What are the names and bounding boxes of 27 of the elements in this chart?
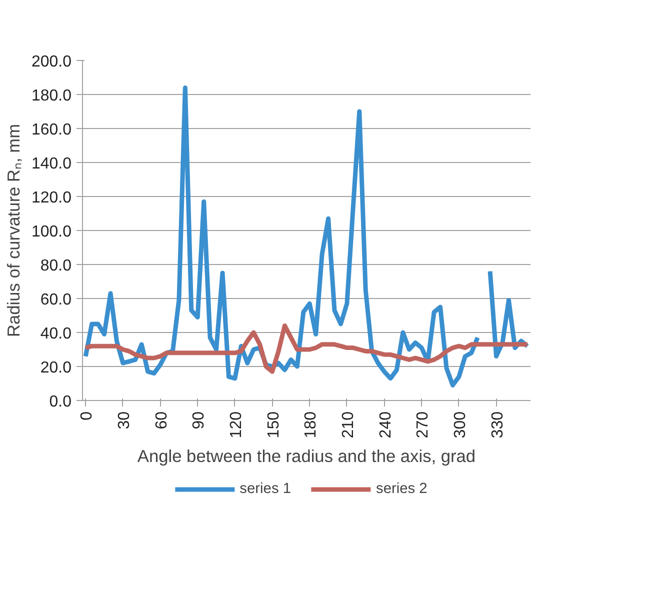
y-tick-label: 20.0 [40,360,72,376]
x-tick-label: 120 [228,411,245,438]
x-tick-label: 300 [452,411,469,438]
y-tick-label: 100.0 [31,224,72,240]
y-tick-label: 160.0 [31,122,72,138]
y-tick-label: 140.0 [31,156,72,172]
x-tick-label: 330 [489,411,506,438]
y-tick-label: 120.0 [31,190,72,206]
x-axis-title: Angle between the radius and the axis, grad [137,446,476,466]
x-tick-label: 30 [116,411,133,430]
y-tick-label: 80.0 [40,258,72,274]
x-tick-label: 210 [340,411,357,438]
x-tick-label: 240 [377,411,394,438]
y-tick-label: 200.0 [31,54,72,70]
x-tick-label: 0 [78,411,96,420]
y-tick-label: 60.0 [40,292,72,308]
y-tick-label: 40.0 [40,326,72,342]
y-tick-label: 180.0 [31,88,72,104]
x-tick-label: 90 [190,411,208,430]
x-tick-label: 180 [302,411,320,438]
legend-label: series 2 [376,481,428,497]
y-tick-label: 0.0 [49,394,72,410]
x-tick-label: 60 [153,411,170,430]
x-tick-label: 270 [414,411,432,438]
x-tick-label: 150 [265,411,282,438]
legend-label: series 1 [240,481,291,497]
y-axis-title: Radius of curvature Rₙ, mm [3,124,24,338]
